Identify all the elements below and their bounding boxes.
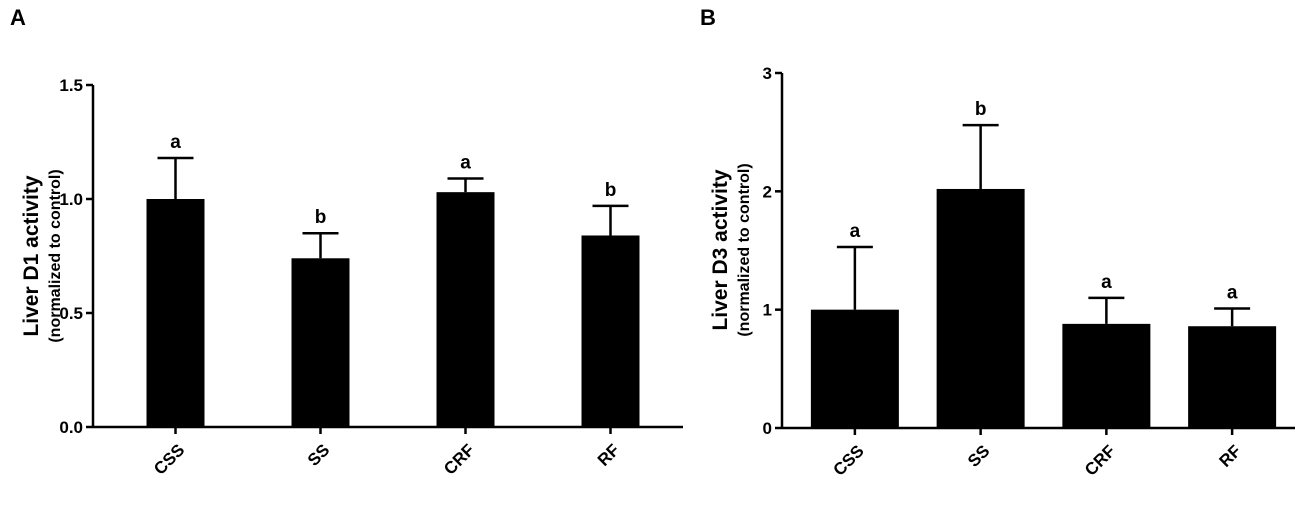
panel-b: B Liver D3 activity (normalized to contr… — [700, 5, 1295, 480]
panel-a-ylabel: Liver D1 activity — [20, 175, 43, 336]
panel-b-letter: B — [700, 5, 716, 30]
panel-b-x-tick-label: CSS — [830, 441, 868, 479]
panel-b-ylabel: Liver D3 activity — [709, 169, 732, 330]
panel-b-plot: 0 1 2 3 a CSS b SS a CRF a RF — [763, 64, 1295, 480]
panel-b-bar-ss — [936, 188, 1025, 428]
panel-b-x-tick-label: SS — [964, 441, 993, 470]
panel-b-y-tick-label: 2 — [763, 182, 772, 201]
panel-b-bar-rf — [1188, 326, 1277, 428]
panel-a-x-tick-label: SS — [304, 440, 333, 469]
panel-b-sig-letter: a — [1101, 272, 1112, 293]
panel-b-sig-letter: b — [975, 99, 987, 120]
panel-a-y-tick-label: 1.0 — [59, 190, 83, 209]
panel-a-x-tick-label: CSS — [150, 440, 188, 478]
panel-b-y-tick-label: 0 — [763, 419, 772, 438]
panel-b-bar-css — [810, 309, 899, 428]
panel-a-bar-crf — [436, 192, 495, 427]
panel-b-y-tick-label: 1 — [763, 301, 772, 320]
panel-a-x-tick-label: CRF — [440, 440, 478, 478]
panel-a-sig-letter: b — [315, 207, 327, 228]
panel-a-letter: A — [10, 5, 26, 30]
panel-b-bar-crf — [1062, 323, 1151, 428]
panel-a-sig-letter: a — [460, 152, 471, 173]
panel-a-bar-rf — [581, 235, 640, 427]
panel-b-sig-letter: a — [1227, 282, 1238, 303]
panel-b-y-tick-label: 3 — [763, 64, 772, 83]
panel-a-bar-css — [146, 199, 205, 427]
panel-a-sig-letter: a — [170, 132, 181, 153]
panel-b-ylabel-sub: (normalized to control) — [736, 163, 753, 336]
panel-a-x-tick-label: RF — [594, 440, 623, 469]
panel-a-bar-ss — [291, 258, 350, 427]
panel-a-sig-letter: b — [605, 180, 617, 201]
panel-a-y-tick-label: 1.5 — [59, 76, 83, 95]
panel-a-plot: 0.0 0.5 1.0 1.5 a CSS b SS a CRF b RF — [59, 76, 683, 479]
panel-a-ylabel-sub: (normalized to control) — [47, 169, 64, 342]
panel-a-y-tick-label: 0.0 — [59, 418, 83, 437]
panel-b-sig-letter: a — [850, 221, 861, 242]
panel-a-y-tick-label: 0.5 — [59, 304, 83, 323]
panel-b-x-tick-label: RF — [1215, 441, 1244, 470]
panel-a: A Liver D1 activity (normalized to contr… — [10, 5, 683, 479]
panel-b-x-tick-label: CRF — [1081, 441, 1119, 479]
